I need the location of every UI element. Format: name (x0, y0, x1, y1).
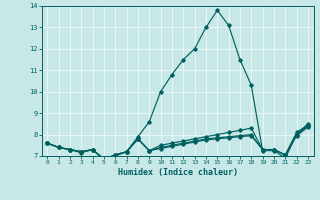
X-axis label: Humidex (Indice chaleur): Humidex (Indice chaleur) (118, 168, 237, 177)
